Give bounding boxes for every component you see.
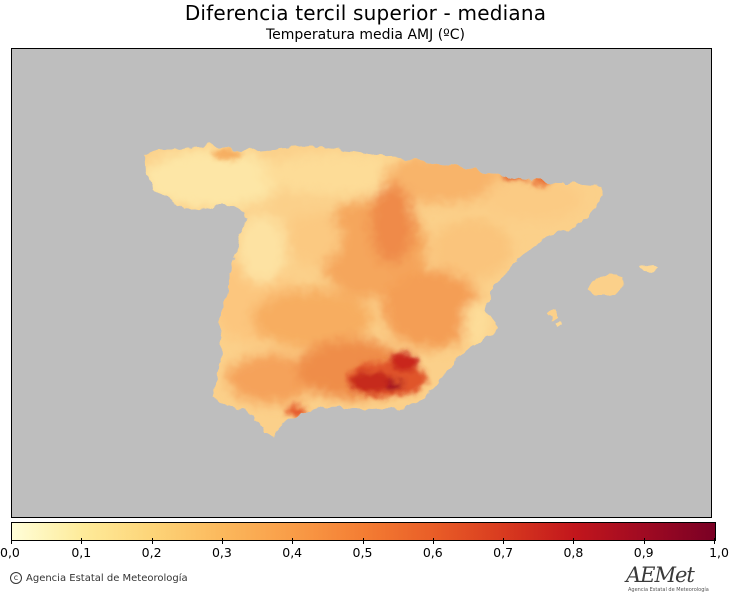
colorbar-tick-label: 1,0	[709, 545, 729, 560]
map-subtitle: Temperatura media AMJ (ºC)	[266, 27, 465, 43]
colorbar-tick-label: 0,2	[141, 545, 162, 560]
colorbar-tick-label: 0,5	[352, 545, 373, 560]
copyright-text: Agencia Estatal de Meteorología	[26, 573, 188, 584]
map-title: Diferencia tercil superior - mediana	[184, 1, 547, 25]
copyright-notice: c Agencia Estatal de Meteorología	[10, 572, 188, 584]
colorbar-tick	[221, 538, 223, 544]
spain-mainland	[145, 145, 605, 435]
aemet-logo: AEMet Agencia Estatal de Meteorología	[624, 563, 709, 595]
colorbar-tick	[714, 538, 715, 544]
colorbar-tick-labels: 0,0 0,1 0,2 0,3 0,4 0,5 0,6 0,7 0,8 0,9 1,0	[0, 545, 731, 561]
colorbar-tick	[151, 538, 153, 544]
logo-subtext: Agencia Estatal de Meteorología	[628, 587, 709, 593]
colorbar-tick	[81, 538, 83, 544]
colorbar-tick-label: 0,7	[493, 545, 514, 560]
logo-wordmark: AEMet	[626, 563, 695, 587]
colorbar-tick	[643, 538, 645, 544]
colorbar-tick-label: 0,1	[71, 545, 92, 560]
copyright-icon: c	[10, 572, 22, 584]
colorbar-tick-label: 0,3	[211, 545, 232, 560]
colorbar-tick	[292, 538, 294, 544]
colorbar-tick	[432, 538, 434, 544]
colorbar-tick-label: 0,0	[0, 545, 20, 560]
map-frame	[11, 48, 712, 518]
colorbar-tick	[503, 538, 505, 544]
colorbar-tick	[573, 538, 575, 544]
colorbar-ticks	[11, 538, 716, 546]
colorbar-tick	[11, 538, 12, 544]
balearic-islands	[548, 264, 658, 327]
colorbar-tick-label: 0,9	[633, 545, 654, 560]
colorbar-tick-label: 0,6	[422, 545, 443, 560]
colorbar-tick-label: 0,4	[282, 545, 303, 560]
colorbar-tick-label: 0,8	[563, 545, 584, 560]
colorbar	[11, 522, 716, 541]
map-svg	[145, 145, 658, 435]
colorbar-tick	[362, 538, 364, 544]
